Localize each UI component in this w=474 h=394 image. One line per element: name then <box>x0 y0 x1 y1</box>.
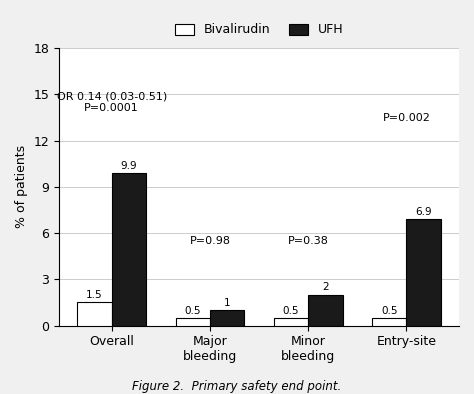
Bar <box>112 173 146 325</box>
Bar <box>210 310 244 325</box>
Bar <box>308 295 343 325</box>
Bar <box>175 318 210 325</box>
Bar <box>77 303 112 325</box>
Text: 2: 2 <box>322 282 328 292</box>
Text: 6.9: 6.9 <box>415 207 432 217</box>
Text: OR 0.14 (0.03-0.51)
P=0.0001: OR 0.14 (0.03-0.51) P=0.0001 <box>56 91 167 113</box>
Text: 0.5: 0.5 <box>184 305 201 316</box>
Y-axis label: % of patients: % of patients <box>15 145 28 229</box>
Text: P=0.38: P=0.38 <box>288 236 328 246</box>
Text: P=0.98: P=0.98 <box>190 236 230 246</box>
Text: Figure 2.  Primary safety end point.: Figure 2. Primary safety end point. <box>132 380 342 393</box>
Text: 1.5: 1.5 <box>86 290 103 300</box>
Legend: Bivalirudin, UFH: Bivalirudin, UFH <box>170 19 348 41</box>
Text: 9.9: 9.9 <box>120 161 137 171</box>
Text: P=0.002: P=0.002 <box>383 113 430 123</box>
Bar <box>372 318 406 325</box>
Bar <box>406 219 441 325</box>
Text: 0.5: 0.5 <box>381 305 398 316</box>
Text: 1: 1 <box>224 298 230 308</box>
Bar <box>274 318 308 325</box>
Text: 0.5: 0.5 <box>283 305 299 316</box>
